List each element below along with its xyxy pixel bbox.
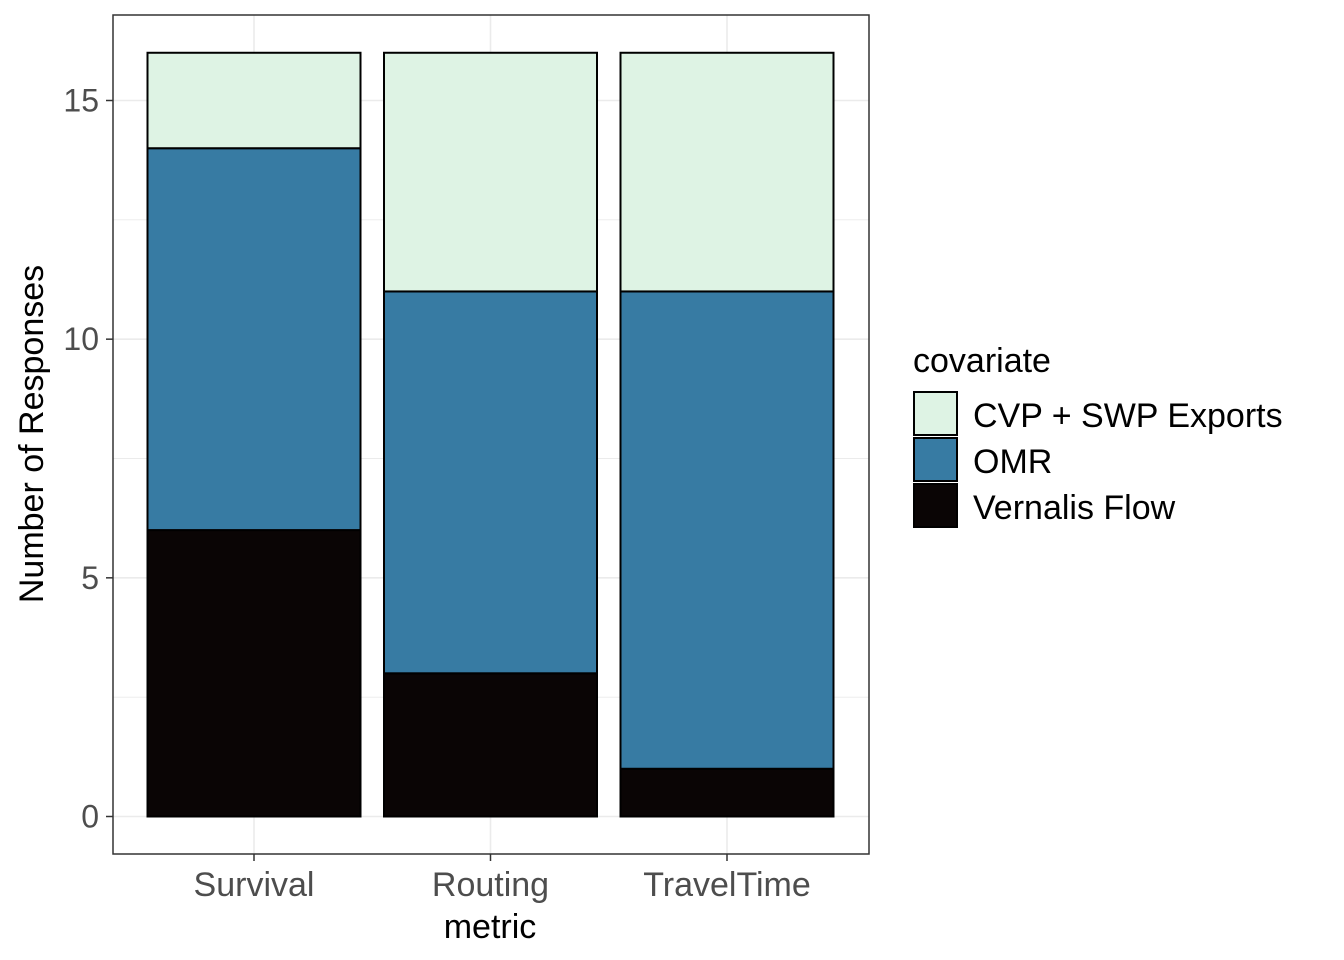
bar-segment-cvp-swp-exports-routing bbox=[383, 51, 598, 293]
legend: covariate CVP + SWP Exports OMR Vernalis F… bbox=[913, 342, 1283, 528]
bar-segment-vernalis-flow-routing bbox=[383, 672, 598, 818]
x-axis-title: metric bbox=[444, 908, 537, 946]
y-axis-title: Number of Responses bbox=[13, 265, 51, 603]
x-tick-label: Survival bbox=[194, 866, 315, 904]
legend-label: OMR bbox=[973, 443, 1052, 481]
y-tick-label: 0 bbox=[81, 799, 99, 835]
legend-key bbox=[913, 437, 958, 482]
bars bbox=[146, 51, 835, 818]
bar-segment-cvp-swp-exports-survival bbox=[146, 51, 362, 150]
bar-segment-vernalis-flow-survival bbox=[146, 529, 362, 818]
legend-key bbox=[913, 391, 958, 436]
bar-segment-omr-survival bbox=[146, 147, 362, 532]
bar-segment-omr-routing bbox=[383, 290, 598, 675]
x-axis-ticks: Survival Routing TravelTime bbox=[194, 854, 811, 904]
bar-segment-cvp-swp-exports-traveltime bbox=[619, 51, 835, 293]
bar-segment-vernalis-flow-traveltime bbox=[619, 767, 835, 818]
x-tick-label: Routing bbox=[432, 866, 549, 904]
x-tick-label: TravelTime bbox=[643, 866, 811, 904]
bar-segment-omr-traveltime bbox=[619, 290, 835, 770]
legend-label: Vernalis Flow bbox=[973, 489, 1176, 527]
legend-label: CVP + SWP Exports bbox=[973, 397, 1283, 435]
y-tick-label: 5 bbox=[81, 560, 99, 596]
legend-title: covariate bbox=[913, 342, 1051, 380]
y-tick-label: 10 bbox=[63, 321, 99, 357]
y-tick-label: 15 bbox=[63, 83, 99, 119]
y-axis-ticks: 0 5 10 15 bbox=[63, 83, 113, 835]
legend-key bbox=[913, 483, 958, 528]
